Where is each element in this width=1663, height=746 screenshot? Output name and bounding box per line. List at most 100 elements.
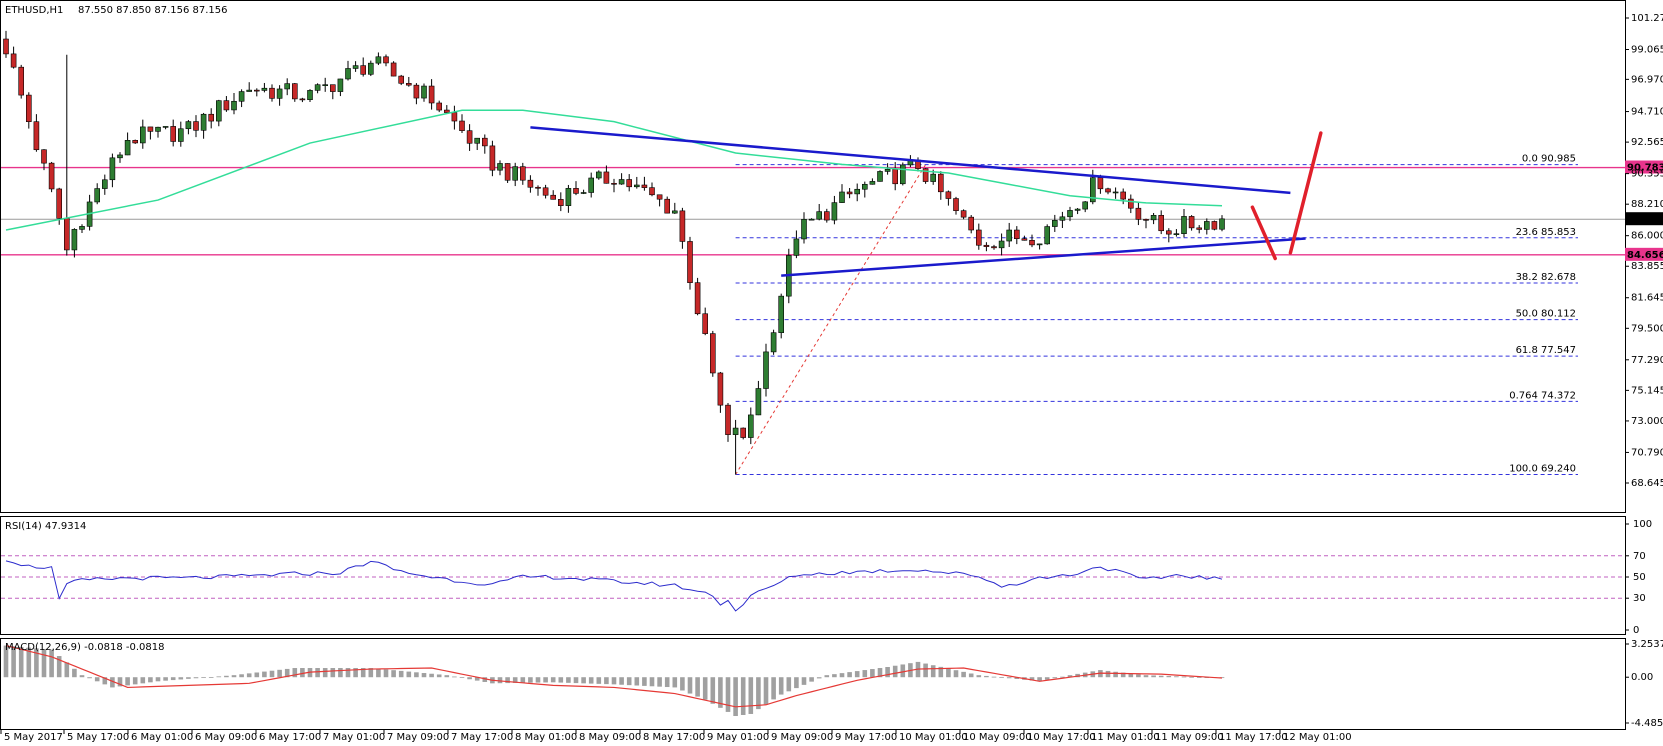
macd-histogram-bar [1006, 677, 1012, 679]
macd-histogram-bar [512, 677, 518, 683]
candle-body [299, 98, 306, 101]
macd-histogram-bar [406, 671, 412, 678]
candle-body [656, 194, 663, 200]
x-tick-label: 11 May 09:00 [1155, 732, 1224, 743]
candle-body [1181, 216, 1187, 234]
candle-body [413, 84, 420, 99]
candle-body [246, 89, 252, 92]
fibonacci-layer: 0.0 90.985 23.6 85.853 38.2 82.678 50.0 80.… [735, 154, 1578, 476]
candle-body [755, 388, 762, 416]
candle-body [778, 295, 785, 333]
macd-histogram-bar [824, 675, 830, 678]
macd-histogram-bar [877, 668, 883, 678]
macd-histogram-bar [277, 669, 282, 678]
rsi-y-tick-label: 50 [1633, 572, 1646, 583]
macd-histogram-bar [186, 677, 191, 679]
macd-histogram-bar [79, 675, 85, 678]
x-tick-label: 9 May 01:00 [707, 732, 769, 743]
macd-histogram-bar [687, 677, 693, 694]
scenario-arrow-line [1250, 205, 1277, 261]
macd-histogram-bar [1143, 675, 1149, 678]
y-tick-label: 77.290 [1631, 355, 1663, 366]
candle-body [345, 68, 351, 80]
macd-histogram-bar [497, 677, 503, 684]
macd-histogram-bar [816, 677, 822, 679]
candle-body [140, 126, 146, 144]
macd-histogram-bar [892, 665, 898, 678]
macd-histogram-bar [1044, 677, 1050, 680]
macd-histogram-bar [642, 677, 647, 686]
rsi-line [5, 560, 1223, 612]
macd-histogram-bar [125, 677, 130, 686]
macd-histogram-bar [1067, 675, 1073, 678]
candle-body [1158, 215, 1164, 232]
macd-histogram-bar [474, 677, 480, 681]
candle-body [231, 100, 237, 111]
candle-body [823, 211, 830, 221]
candle-body [945, 191, 952, 199]
macd-histogram-bar [11, 646, 16, 678]
candle-body [307, 90, 313, 100]
y-tick-label: 101.275 [1631, 13, 1663, 24]
x-tick-label: 11 May 17:00 [1219, 732, 1288, 743]
chart-ohlc-readout: 87.550 87.850 87.156 87.156 [78, 5, 228, 16]
y-tick-label: 94.710 [1631, 107, 1663, 118]
macd-histogram-bar [383, 669, 389, 678]
macd-histogram-bar [398, 670, 404, 678]
candle-body [588, 177, 595, 193]
candle-body [94, 188, 100, 203]
candle-body [816, 211, 823, 220]
candle-body [641, 184, 648, 188]
x-tick-label: 6 May 09:00 [195, 732, 257, 743]
y-tick-label: 81.645 [1631, 293, 1663, 304]
x-tick-label: 5 May 17:00 [67, 732, 129, 743]
candle-body [991, 246, 997, 249]
macd-histogram-bar [208, 677, 214, 678]
candle-body [687, 241, 693, 283]
candle-body [1219, 218, 1225, 230]
macd-histogram-bar [657, 677, 662, 687]
candle-body [535, 186, 541, 189]
macd-histogram-bar [1189, 676, 1194, 678]
macd-histogram-bar [1052, 677, 1058, 679]
candle-body [770, 332, 777, 353]
macd-histogram-bar [345, 668, 351, 678]
macd-y-tick-label: 0.00 [1631, 672, 1653, 683]
candle-body [557, 199, 564, 206]
macd-histogram-bar [163, 677, 168, 681]
macd-histogram-bar [968, 673, 974, 678]
macd-histogram-bar [763, 677, 769, 705]
candle-body [717, 372, 724, 406]
macd-histogram-bar [322, 668, 328, 678]
macd-histogram-bar [801, 677, 807, 685]
candle-body [1021, 238, 1028, 241]
level-price-text: 90.783 [1627, 163, 1663, 174]
level-price-text: 84.656 [1627, 250, 1663, 261]
candle-body [1112, 191, 1119, 194]
macd-histogram-bar [1128, 673, 1134, 678]
macd-histogram-bar [72, 668, 77, 678]
candle-body [1052, 220, 1058, 227]
candle-body [436, 102, 443, 111]
candle-body [1090, 177, 1096, 203]
candle-body [839, 191, 845, 203]
x-tick-label: 5 May 2017 [4, 732, 63, 743]
candle-body [261, 87, 268, 91]
macd-histogram-bar [1014, 677, 1020, 680]
x-tick-label: 6 May 17:00 [259, 732, 321, 743]
macd-histogram-bar [619, 677, 624, 685]
candle-body [178, 128, 184, 142]
macd-histogram-bar [1037, 677, 1042, 682]
candle-body [109, 157, 116, 181]
macd-histogram-bar [930, 665, 936, 678]
macd-histogram-bar [710, 677, 716, 704]
macd-histogram-bar [839, 673, 845, 678]
macd-histogram-bar [672, 677, 678, 688]
macd-histogram-bar [832, 674, 837, 678]
candle-body [854, 188, 861, 195]
x-tick-label: 11 May 01:00 [1091, 732, 1160, 743]
candle-body [1173, 233, 1180, 235]
macd-histogram-bar [239, 674, 244, 678]
macd-histogram-bar [991, 676, 997, 678]
